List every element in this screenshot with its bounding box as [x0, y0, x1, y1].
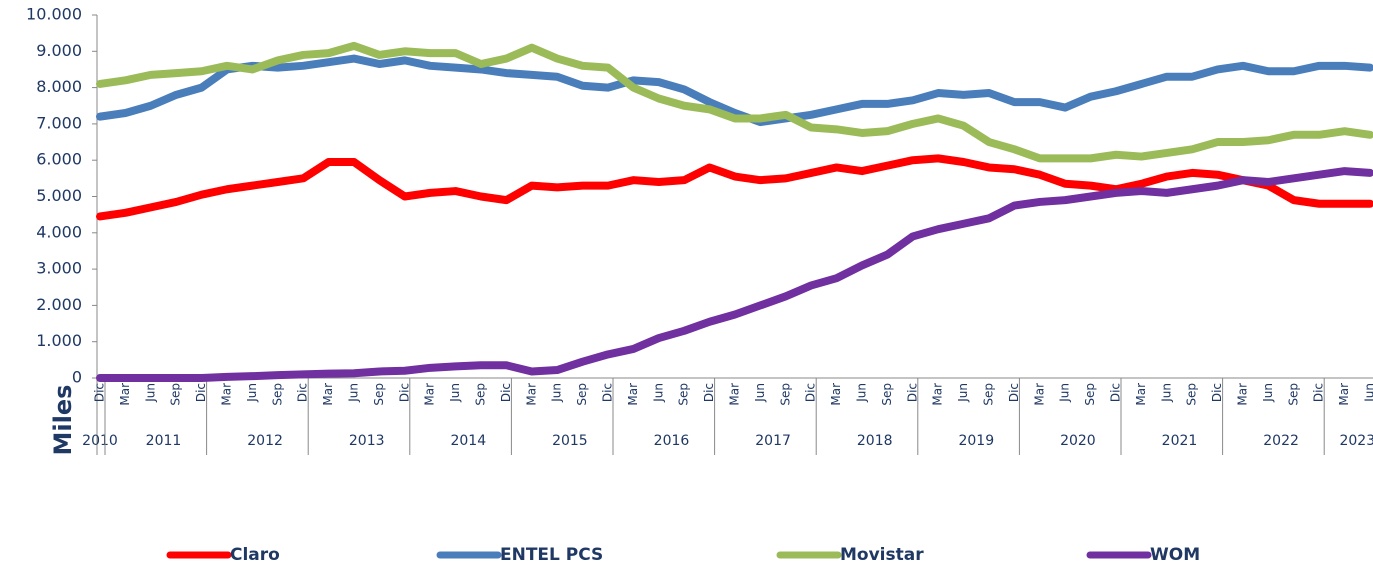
y-tick-label: 10.000: [26, 5, 82, 24]
x-tick-label: Mar: [1337, 383, 1351, 406]
x-tick-label: Sep: [270, 383, 284, 406]
x-group-label: 2020: [1060, 433, 1096, 449]
x-tick-label: Jun: [1058, 383, 1072, 403]
x-tick-label: Sep: [880, 383, 894, 406]
x-tick-label: Dic: [804, 383, 818, 402]
series-line: [100, 59, 1370, 123]
x-group-label: 2016: [654, 433, 690, 449]
x-tick-label: Dic: [1109, 383, 1123, 402]
x-group-label: 2013: [349, 433, 385, 449]
y-tick-label: 4.000: [36, 222, 82, 241]
x-tick-label: Sep: [372, 383, 386, 406]
x-tick-label: Mar: [118, 383, 132, 406]
y-tick-label: 5.000: [36, 186, 82, 205]
y-tick-label: 7.000: [36, 113, 82, 132]
x-tick-label: Sep: [1185, 383, 1199, 406]
x-tick-label: Mar: [829, 383, 843, 406]
x-group-label: 2017: [755, 433, 791, 449]
series-line: [100, 171, 1370, 378]
x-tick-label: Dic: [296, 383, 310, 402]
x-tick-label: Jun: [448, 383, 462, 403]
y-axis-label: Miles: [49, 385, 77, 456]
x-tick-label: Jun: [143, 383, 157, 403]
y-tick-label: 9.000: [36, 41, 82, 60]
x-tick-label: Dic: [1312, 383, 1326, 402]
x-group-label: 2014: [450, 433, 486, 449]
x-tick-label: Jun: [651, 383, 665, 403]
x-group-label: 2010: [82, 433, 118, 449]
y-tick-label: 0: [72, 368, 82, 387]
x-tick-label: Mar: [1236, 383, 1250, 406]
x-tick-label: Sep: [1286, 383, 1300, 406]
x-tick-label: Sep: [677, 383, 691, 406]
x-group-label: 2012: [247, 433, 283, 449]
x-group-label: 2011: [146, 433, 182, 449]
x-tick-label: Mar: [728, 383, 742, 406]
x-tick-label: Dic: [1210, 383, 1224, 402]
x-tick-label: Sep: [169, 383, 183, 406]
x-tick-label: Mar: [1032, 383, 1046, 406]
x-tick-label: Dic: [499, 383, 513, 402]
x-group-label: 2023: [1339, 433, 1373, 449]
legend-label: WOM: [1150, 545, 1200, 565]
x-group-label: 2018: [857, 433, 893, 449]
x-tick-label: Jun: [245, 383, 259, 403]
y-tick-label: 3.000: [36, 259, 82, 278]
x-tick-label: Jun: [855, 383, 869, 403]
x-tick-label: Jun: [1261, 383, 1275, 403]
x-tick-label: Mar: [524, 383, 538, 406]
x-tick-label: Sep: [474, 383, 488, 406]
y-tick-label: 1.000: [36, 331, 82, 350]
x-tick-label: Sep: [575, 383, 589, 406]
legend-label: ENTEL PCS: [500, 545, 603, 565]
legend-label: Movistar: [840, 545, 924, 565]
x-tick-label: Jun: [753, 383, 767, 403]
y-tick-label: 8.000: [36, 77, 82, 96]
x-tick-label: Sep: [982, 383, 996, 406]
x-tick-label: Mar: [931, 383, 945, 406]
y-tick-label: 6.000: [36, 150, 82, 169]
x-tick-label: Dic: [1007, 383, 1021, 402]
x-tick-label: Jun: [1363, 383, 1373, 403]
x-group-label: 2021: [1162, 433, 1198, 449]
x-tick-label: Jun: [1159, 383, 1173, 403]
x-tick-label: Dic: [905, 383, 919, 402]
x-tick-label: Dic: [93, 383, 107, 402]
x-tick-label: Dic: [601, 383, 615, 402]
x-group-label: 2022: [1263, 433, 1299, 449]
x-tick-label: Dic: [702, 383, 716, 402]
x-tick-label: Mar: [423, 383, 437, 406]
x-tick-label: Mar: [626, 383, 640, 406]
plot-area: [100, 46, 1370, 378]
x-tick-label: Dic: [397, 383, 411, 402]
x-tick-label: Mar: [321, 383, 335, 406]
x-tick-label: Jun: [956, 383, 970, 403]
legend-label: Claro: [230, 545, 280, 565]
x-tick-label: Sep: [778, 383, 792, 406]
x-tick-label: Sep: [1083, 383, 1097, 406]
x-tick-label: Jun: [347, 383, 361, 403]
x-group-label: 2019: [958, 433, 994, 449]
y-tick-label: 2.000: [36, 295, 82, 314]
x-tick-label: Dic: [194, 383, 208, 402]
x-group-label: 2015: [552, 433, 588, 449]
x-tick-label: Mar: [220, 383, 234, 406]
x-tick-label: Jun: [550, 383, 564, 403]
x-tick-label: Mar: [1134, 383, 1148, 406]
